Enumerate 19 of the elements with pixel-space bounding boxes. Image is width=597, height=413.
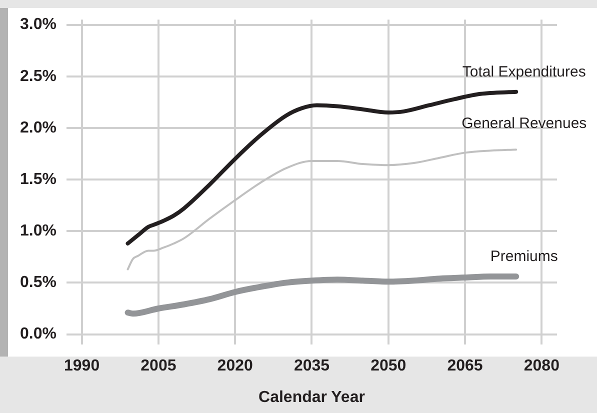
y-tick-label: 2.0% bbox=[20, 119, 56, 136]
y-tick-label: 0.5% bbox=[20, 274, 56, 292]
y-tick-label: 0.0% bbox=[20, 326, 56, 343]
x-tick-label: 2005 bbox=[140, 358, 176, 375]
x-tick-label: 2050 bbox=[370, 358, 406, 375]
y-tick-label: 2.5% bbox=[20, 68, 56, 85]
x-tick-label: 2020 bbox=[217, 358, 253, 375]
y-tick-label: 1.5% bbox=[20, 170, 56, 188]
series-label: General Revenues bbox=[462, 115, 587, 132]
line-series bbox=[126, 90, 518, 246]
x-tick-label: 2080 bbox=[524, 358, 560, 375]
y-tick-label: 3.0% bbox=[20, 16, 56, 34]
x-tick-label: 1990 bbox=[64, 358, 100, 375]
series-label: Total Expenditures bbox=[462, 63, 586, 80]
series-label: Premiums bbox=[490, 248, 558, 266]
x-axis-title: Calendar Year bbox=[258, 388, 365, 406]
y-tick-label: 1.0% bbox=[20, 222, 56, 240]
x-tick-label: 2065 bbox=[447, 358, 483, 375]
x-tick-label: 2035 bbox=[294, 358, 330, 375]
